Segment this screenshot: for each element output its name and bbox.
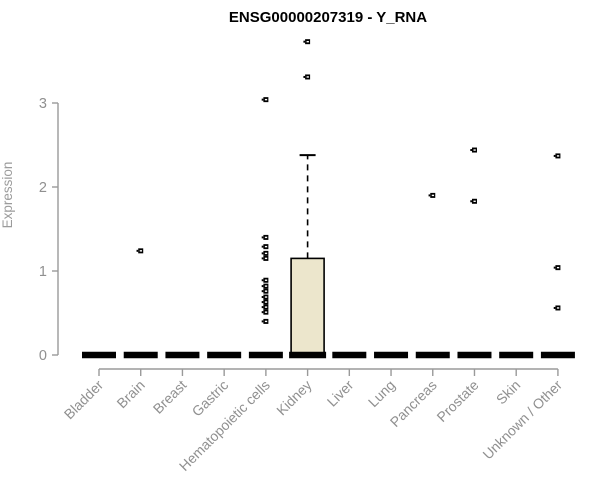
x-category-label-prostate: Prostate: [433, 377, 481, 425]
x-category-label-brain: Brain: [113, 377, 147, 411]
x-category-label-breast: Breast: [150, 377, 190, 417]
outlier-point-hematopoietic-cells: [261, 250, 269, 256]
outlier-point-hematopoietic-cells: [261, 97, 269, 103]
x-category-label-unknown-other: Unknown / Other: [479, 377, 565, 463]
outlier-point-prostate: [470, 198, 477, 204]
outlier-point-hematopoietic-cells: [261, 234, 269, 240]
x-category-label-skin: Skin: [493, 377, 524, 408]
outlier-point-unknown-other: [553, 153, 561, 159]
y-tick-label-0: 0: [39, 348, 47, 364]
x-category-label-lung: Lung: [365, 377, 398, 410]
outlier-point-brain: [136, 248, 144, 254]
outlier-point-hematopoietic-cells: [261, 304, 269, 310]
outlier-point-hematopoietic-cells: [261, 299, 269, 305]
outlier-point-hematopoietic-cells: [261, 244, 269, 250]
outlier-point-pancreas: [428, 192, 436, 198]
outlier-point-hematopoietic-cells: [261, 277, 269, 283]
y-axis-label: Expression: [0, 162, 15, 229]
x-category-label-kidney: Kidney: [273, 377, 315, 419]
outlier-point-unknown-other: [553, 305, 561, 311]
x-category-label-liver: Liver: [324, 377, 357, 410]
outlier-point-unknown-other: [553, 265, 561, 271]
outlier-point-hematopoietic-cells: [261, 318, 269, 324]
outlier-point-hematopoietic-cells: [261, 294, 269, 300]
outlier-point-kidney: [303, 39, 311, 45]
outlier-point-hematopoietic-cells: [261, 283, 269, 289]
outlier-point-hematopoietic-cells: [261, 288, 269, 294]
outlier-point-prostate: [470, 147, 477, 153]
outlier-point-hematopoietic-cells: [261, 255, 269, 261]
x-category-label-bladder: Bladder: [61, 377, 107, 423]
y-tick-label-2: 2: [39, 180, 47, 196]
outlier-point-kidney: [303, 74, 311, 80]
y-tick-label-1: 1: [39, 264, 47, 280]
chart-title: ENSG00000207319 - Y_RNA: [229, 9, 427, 26]
y-tick-label-3: 3: [39, 96, 47, 112]
outlier-point-hematopoietic-cells: [261, 309, 269, 315]
box-kidney: [290, 257, 325, 356]
